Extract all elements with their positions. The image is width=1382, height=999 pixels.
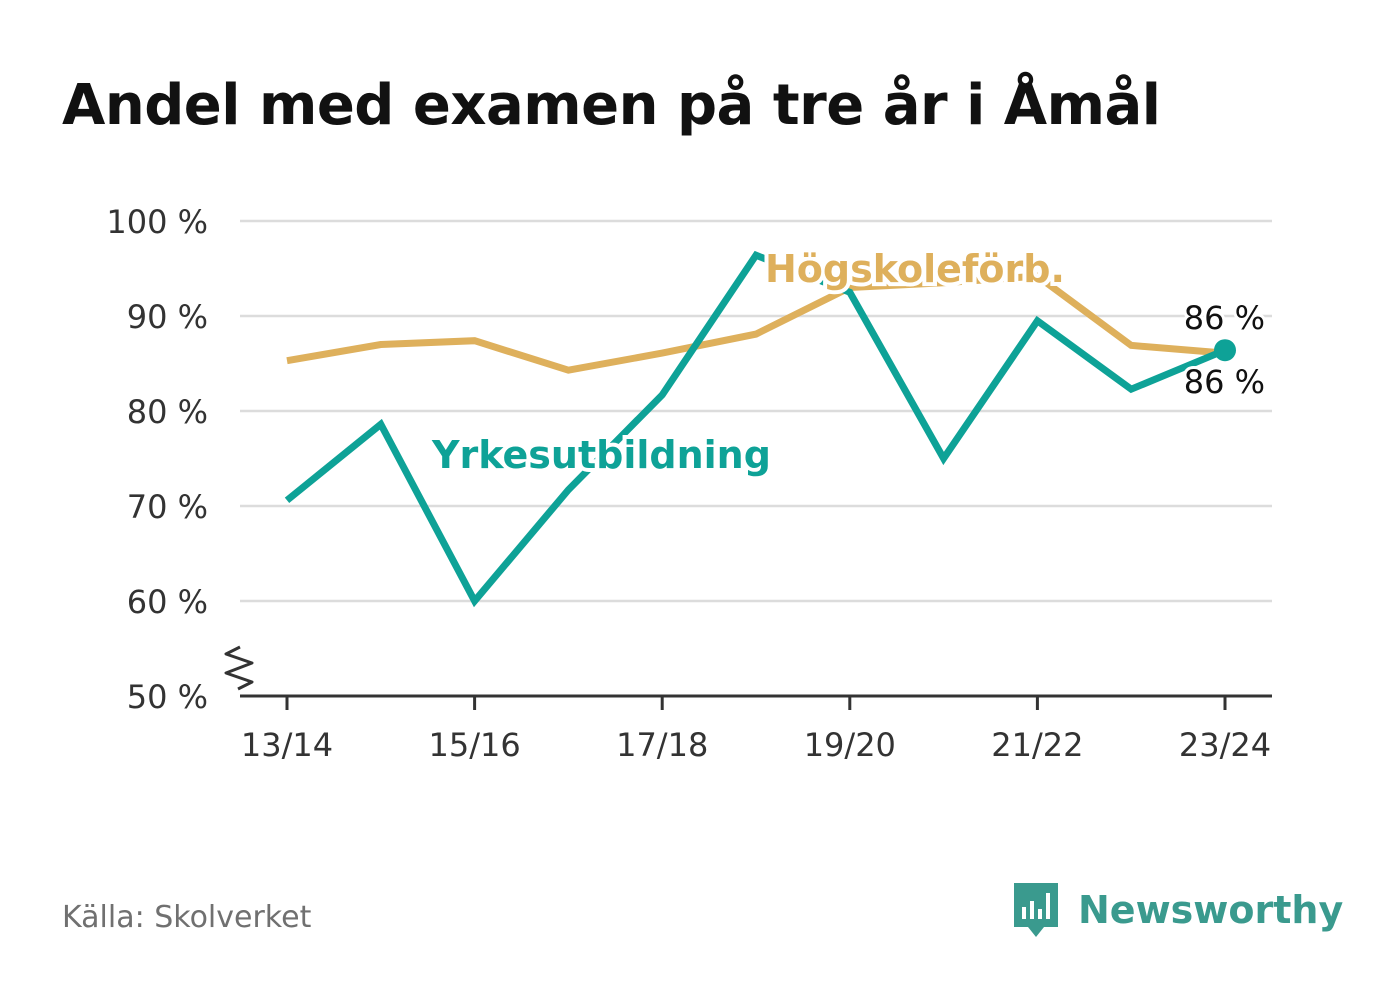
axis-break-icon (224, 645, 254, 691)
x-tick-label: 13/14 (241, 726, 333, 764)
end-value-label: 86 % (1184, 363, 1265, 401)
source-note: Källa: Skolverket (62, 900, 312, 935)
x-tick-label: 17/18 (616, 726, 708, 764)
series-line (286, 272, 1226, 374)
x-tick-label: 19/20 (804, 726, 896, 764)
y-axis-tick-labels: 50 % 60 % 70 % 80 % 90 % 100 % (106, 203, 208, 716)
y-tick-label: 100 % (106, 203, 208, 241)
series-label: Högskoleförb. (765, 247, 1065, 291)
x-tick-label: 23/24 (1179, 726, 1271, 764)
series-lines (284, 250, 1236, 608)
y-tick-label: 70 % (127, 488, 208, 526)
brand-name: Newsworthy (1078, 888, 1344, 932)
axis-break-zigzag (224, 645, 254, 691)
line-chart: 50 % 60 % 70 % 80 % 90 % 100 % 13/14 15/16 17/1… (106, 203, 1272, 764)
y-tick-label: 50 % (127, 678, 208, 716)
newsworthy-logo-icon (1014, 883, 1058, 937)
chart-title: Andel med examen på tre år i Åmål (62, 73, 1161, 138)
series-label: Yrkesutbildning (431, 433, 771, 477)
x-tick-label: 15/16 (428, 726, 520, 764)
y-tick-label: 60 % (127, 583, 208, 621)
y-tick-label: 80 % (127, 393, 208, 431)
x-axis-tick-labels: 13/14 15/16 17/18 19/20 21/22 23/24 (241, 726, 1271, 764)
gridlines (240, 219, 1272, 603)
series-line (284, 250, 1227, 608)
end-point-marker (1214, 339, 1236, 362)
brand: Newsworthy (1010, 878, 1343, 942)
series-labels: Högskoleförb. Yrkesutbildning 86 % 86 % (427, 243, 1268, 481)
end-value-label: 86 % (1184, 299, 1265, 337)
x-tick-label: 21/22 (991, 726, 1083, 764)
x-axis (240, 694, 1272, 710)
y-tick-label: 90 % (127, 298, 208, 336)
